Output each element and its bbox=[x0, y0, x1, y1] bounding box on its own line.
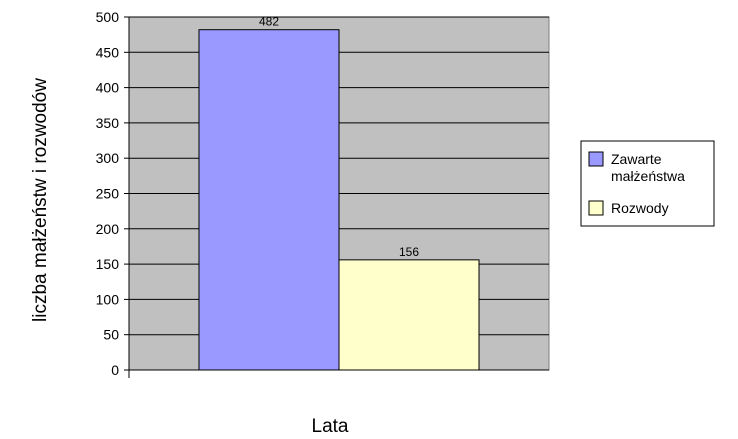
data-labels: 482 156 bbox=[259, 15, 419, 259]
y-tick-label: 450 bbox=[96, 44, 120, 60]
y-tick-label: 50 bbox=[103, 327, 119, 343]
legend-entry: małżeństwa bbox=[611, 168, 685, 184]
y-tick-label: 250 bbox=[96, 186, 120, 202]
legend-entry: Rozwody bbox=[611, 200, 669, 216]
y-tick-label: 200 bbox=[96, 221, 120, 237]
data-label: 482 bbox=[259, 15, 279, 29]
bar bbox=[198, 29, 340, 371]
y-tick-label: 150 bbox=[96, 256, 120, 272]
y-tick-label: 0 bbox=[111, 362, 119, 378]
y-axis-label: liczba małżeństw i rozwodów bbox=[30, 78, 51, 322]
y-tick-label: 400 bbox=[96, 80, 120, 96]
x-axis-label: Lata bbox=[312, 416, 349, 437]
legend-swatch bbox=[588, 151, 604, 167]
y-tick-label: 350 bbox=[96, 115, 120, 131]
y-axis: 0 50 100 150 200 250 300 350 400 450 500 bbox=[96, 9, 549, 378]
y-tick-label: 300 bbox=[96, 150, 120, 166]
bar bbox=[338, 259, 480, 371]
y-tick-label: 100 bbox=[96, 291, 120, 307]
data-label: 156 bbox=[399, 245, 419, 259]
legend-swatch bbox=[588, 200, 604, 216]
legend-entry: Zawarte bbox=[611, 151, 662, 167]
y-tick-label: 500 bbox=[96, 9, 120, 25]
